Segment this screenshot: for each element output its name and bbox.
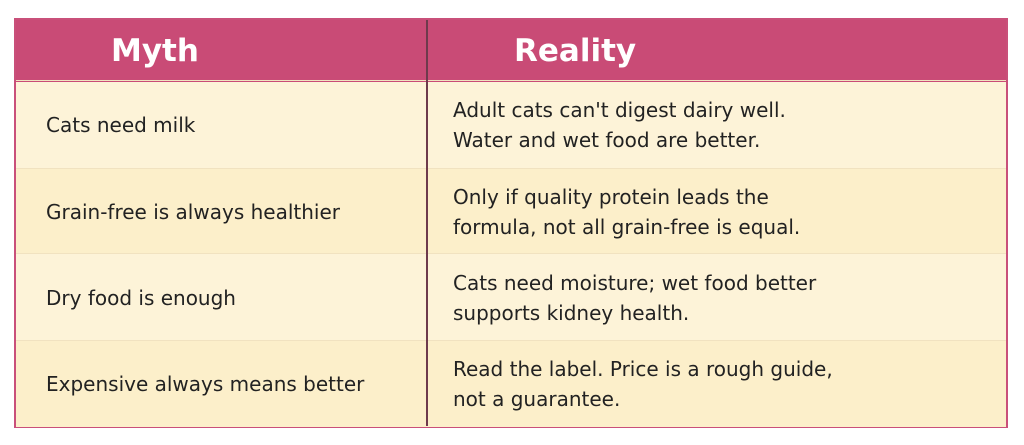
reality-line: supports kidney health. (453, 300, 690, 325)
reality-line: Read the label. Price is a rough guide, (453, 357, 833, 381)
reality-line: Water and wet food are better. (453, 128, 761, 152)
header-cell: Myth (111, 33, 199, 69)
myth-table: Myth Reality Cats need milk Adult cats ca… (14, 18, 1008, 428)
myth-cell: Grain-free is always healthier (46, 199, 340, 224)
myth-cell: Dry food is enough (46, 285, 236, 310)
reality-line: Cats need moisture; wet food better (453, 270, 817, 295)
reality-cell: Adult cats can't digest dairy well. Water… (453, 81, 786, 169)
table-row: Cats need milk Adult cats can't digest da… (16, 80, 1006, 169)
myth-cell: Expensive always means better (46, 372, 365, 396)
reality-cell: Read the label. Price is a rough guide, n… (453, 341, 833, 427)
table-row: Expensive always means better Read the la… (16, 340, 1006, 427)
table-row: Grain-free is always healthier Only if qu… (16, 168, 1006, 254)
column-divider (426, 20, 428, 426)
reality-line: not a guarantee. (453, 387, 621, 411)
reality-line: Adult cats can't digest dairy well. (453, 98, 786, 122)
reality-line: formula, not all grain-free is equal. (453, 214, 801, 239)
myth-cell: Cats need milk (46, 113, 196, 137)
header-row: Myth Reality (16, 20, 1006, 82)
table-row: Dry food is enough Cats need moisture; we… (16, 253, 1006, 341)
reality-line: Only if quality protein leads the (453, 184, 769, 209)
reality-cell: Cats need moisture; wet food better suppo… (453, 254, 816, 341)
header-cell: Reality (514, 33, 637, 69)
reality-cell: Only if quality protein leads the formula… (453, 169, 800, 254)
